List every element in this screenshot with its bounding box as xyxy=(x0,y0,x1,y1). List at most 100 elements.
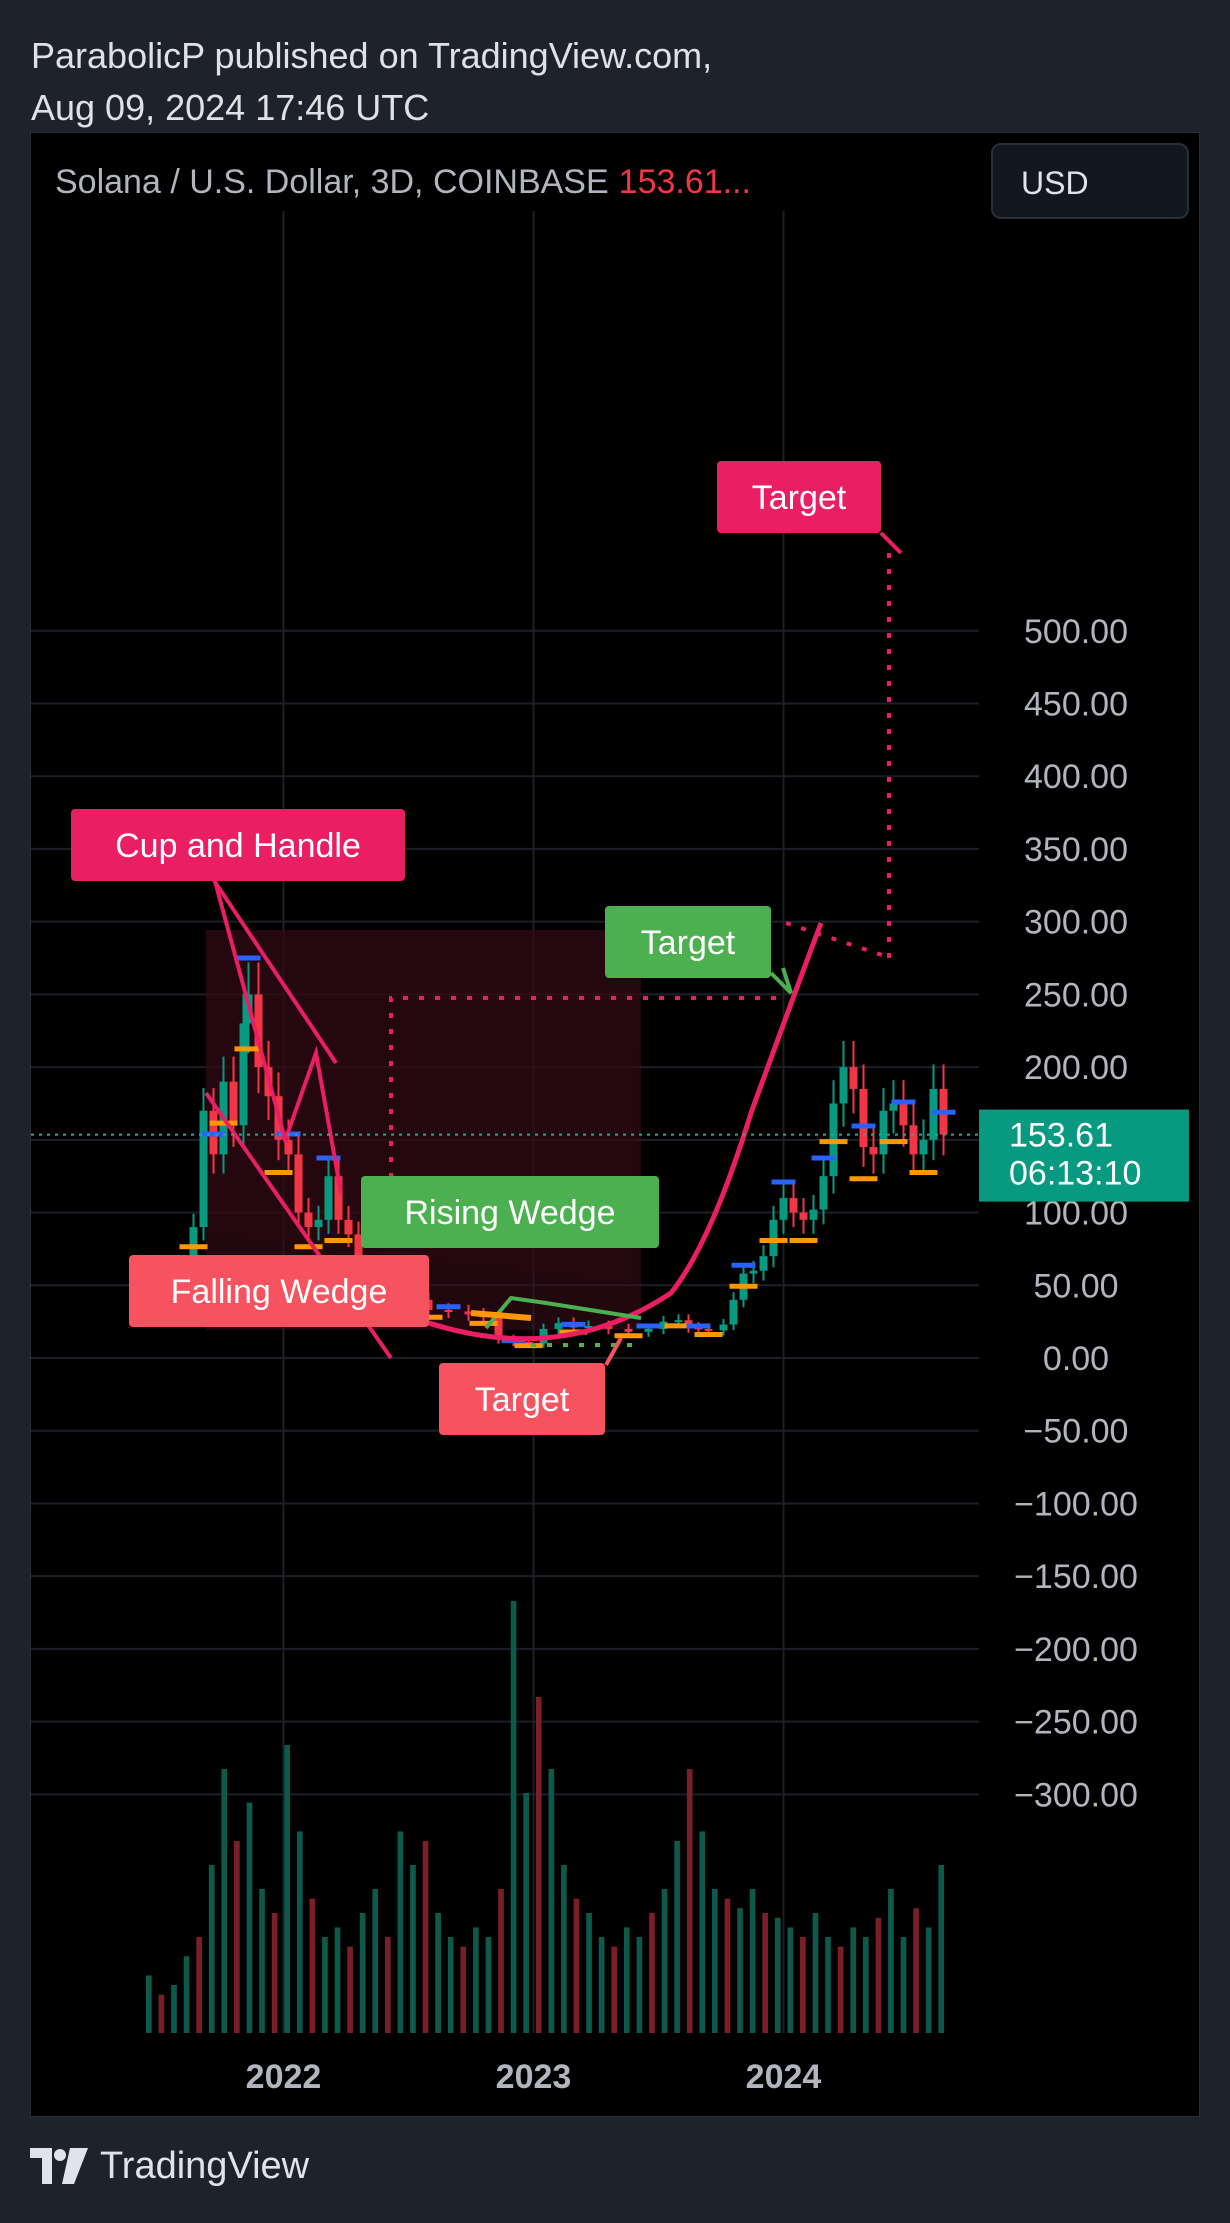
volume-bar xyxy=(900,1937,907,2033)
volume-bar xyxy=(259,1889,265,2033)
volume-bar xyxy=(787,1927,794,2033)
candle-body xyxy=(799,1212,808,1220)
volume-bar xyxy=(737,1908,743,2033)
candle-body xyxy=(719,1324,728,1331)
candle-body xyxy=(444,1310,453,1313)
candle-body xyxy=(239,1023,248,1126)
volume-bar xyxy=(611,1946,618,2033)
y-tick-label: 450.00 xyxy=(1024,685,1128,723)
volume-bar xyxy=(221,1769,228,2033)
annotation-box[interactable] xyxy=(71,809,405,881)
volume-bar xyxy=(913,1908,919,2033)
volume-bar xyxy=(234,1841,240,2033)
volume-bar xyxy=(309,1898,316,2033)
tradingview-footer[interactable]: TradingView xyxy=(30,2142,309,2190)
candle-body xyxy=(584,1326,593,1329)
candle-body xyxy=(464,1311,473,1315)
countdown-label: 06:13:10 xyxy=(1009,1155,1141,1193)
handle-dotted-line xyxy=(785,921,892,960)
volume-bar xyxy=(774,1917,781,2033)
candle-body xyxy=(344,1219,353,1235)
volume-bar xyxy=(460,1946,467,2033)
x-tick-label: 2023 xyxy=(496,2058,572,2096)
volume-bar xyxy=(284,1745,291,2033)
price-chart[interactable]: 500.00 450.00 400.00 350.00 300.00 250.00 200.… xyxy=(31,133,1199,2116)
annotation-box[interactable] xyxy=(717,461,881,533)
volume-bar xyxy=(573,1898,580,2033)
candle-body xyxy=(839,1067,848,1104)
volume-bar xyxy=(812,1913,819,2033)
x-tick-label: 2022 xyxy=(246,2058,322,2096)
cup-target-line xyxy=(389,996,786,1178)
y-tick-label: −50.00 xyxy=(1024,1413,1129,1451)
range-marker xyxy=(470,1310,532,1321)
annotation-box[interactable] xyxy=(439,1363,605,1435)
current-price-badge xyxy=(979,1109,1189,1202)
volume-bar xyxy=(850,1927,857,2033)
volume-bar xyxy=(699,1831,706,2033)
candle-body xyxy=(324,1176,333,1220)
volume-bar xyxy=(548,1769,555,2033)
candle-body xyxy=(659,1321,668,1329)
volume-bar xyxy=(535,1697,542,2033)
volume-bar xyxy=(347,1946,353,2033)
volume-bar xyxy=(435,1913,441,2033)
candle-body xyxy=(554,1323,563,1329)
volume-bar xyxy=(586,1913,592,2033)
candle-body xyxy=(604,1326,613,1329)
volume-bar xyxy=(862,1937,869,2033)
falling-wedge-upper xyxy=(204,847,288,1144)
candle-body xyxy=(779,1198,788,1220)
candle-body xyxy=(674,1320,683,1323)
volume-bar xyxy=(397,1831,404,2033)
y-tick-label: 300.00 xyxy=(1024,904,1128,942)
volume-bar xyxy=(196,1937,202,2033)
volume-bar xyxy=(296,1831,303,2033)
y-tick-label: 0.00 xyxy=(1043,1340,1109,1378)
symbol-name: Solana / U.S. Dollar, 3D, COINBASE xyxy=(55,163,609,201)
y-tick-label: −300.00 xyxy=(1014,1776,1138,1814)
volume-bar xyxy=(485,1937,492,2033)
y-tick-label: 500.00 xyxy=(1024,613,1128,651)
target-pointer xyxy=(604,1337,623,1366)
volume-bar xyxy=(686,1769,693,2033)
candle-body xyxy=(304,1212,313,1228)
volume-bar xyxy=(523,1793,530,2033)
candle-body xyxy=(314,1219,323,1228)
y-tick-label: 250.00 xyxy=(1024,976,1128,1014)
volume-bar xyxy=(561,1865,567,2033)
currency-button[interactable]: USD xyxy=(991,143,1189,219)
annotation-label: Target xyxy=(641,924,736,962)
volume-bar xyxy=(410,1865,416,2033)
candle-body xyxy=(809,1209,818,1220)
candle-body xyxy=(889,1103,898,1111)
volume-bar xyxy=(447,1937,454,2033)
candle-body xyxy=(729,1299,738,1325)
candle-body xyxy=(254,994,263,1068)
annotation-box[interactable] xyxy=(129,1255,429,1327)
candle-body xyxy=(879,1110,888,1155)
annotation-label: Rising Wedge xyxy=(404,1194,615,1232)
volume-bar xyxy=(498,1889,504,2033)
y-tick-label: 200.00 xyxy=(1024,1049,1128,1087)
publisher-line: ParabolicP published on TradingView.com, xyxy=(31,35,713,76)
candle-body xyxy=(919,1139,928,1155)
volume-bar xyxy=(749,1889,756,2033)
chart-panel[interactable]: 500.00 450.00 400.00 350.00 300.00 250.00 200.… xyxy=(30,132,1200,2117)
annotation-box[interactable] xyxy=(361,1176,659,1248)
annotation-box[interactable] xyxy=(605,906,771,978)
volume-bar xyxy=(712,1889,718,2033)
volume-bar xyxy=(888,1889,894,2033)
volume-bar xyxy=(384,1937,391,2033)
cup-curve xyxy=(400,922,824,1342)
volume-bar xyxy=(649,1913,655,2033)
candle-body xyxy=(199,1110,208,1228)
falling-wedge-handle xyxy=(284,1045,343,1194)
volume-bar xyxy=(146,1975,152,2033)
candle-body xyxy=(759,1256,768,1271)
candle-body xyxy=(769,1219,778,1257)
y-tick-label: 400.00 xyxy=(1024,758,1128,796)
y-tick-label: 350.00 xyxy=(1024,831,1128,869)
target-pointer xyxy=(879,531,903,555)
y-tick-label: −250.00 xyxy=(1014,1704,1138,1742)
